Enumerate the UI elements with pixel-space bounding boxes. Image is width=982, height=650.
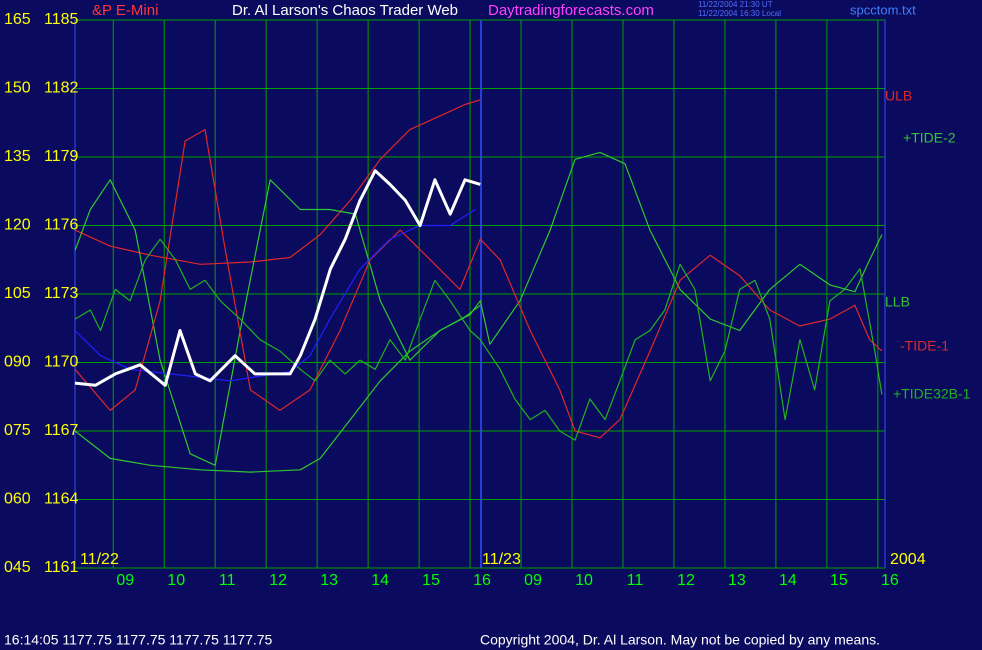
instrument: &P E-Mini [92,2,158,19]
y2-tick-label: 105 [4,285,31,302]
x-tick-label: 16 [473,572,491,589]
y2-tick-label: 135 [4,148,31,165]
x-tick-label: 10 [167,572,185,589]
y2-tick-label: 045 [4,559,31,576]
y-tick-label: 1179 [44,148,79,165]
x-tick-label: 15 [422,572,440,589]
series-line [74,238,883,441]
y-tick-label: 1167 [44,422,79,439]
x-tick-label: 09 [524,572,542,589]
legend-label: LLB [885,294,910,310]
legend-label: ULB [885,88,912,104]
y2-tick-label: 120 [4,217,31,234]
x-tick-label: 11 [219,572,236,589]
y-tick-label: 1161 [44,559,79,576]
x-tick-label: 15 [830,572,848,589]
x-tick-label: 12 [677,572,695,589]
x-tick-label: 09 [116,572,134,589]
legend-label: -TIDE-1 [900,338,949,354]
y-tick-label: 1173 [44,285,79,302]
legend-label: +TIDE-2 [903,130,956,146]
x-tick-label: 16 [881,572,899,589]
y-tick-label: 1182 [44,80,79,97]
y-tick-label: 1164 [44,491,79,508]
x-tick-label: 13 [728,572,746,589]
annotation: 2004 [890,551,926,568]
y2-tick-label: 060 [4,491,31,508]
file-name: spcctom.txt [850,2,916,17]
timestamp: 11/22/2004 16:30 Local [698,9,781,18]
x-tick-label: 12 [269,572,287,589]
copyright: Copyright 2004, Dr. Al Larson. May not b… [480,632,880,648]
series-line [74,151,883,466]
y-tick-label: 1170 [44,354,79,371]
timestamp: 11/22/2004 21:30 UT [698,0,773,9]
y2-tick-label: 075 [4,422,31,439]
status: 16:14:05 1177.75 1177.75 1177.75 1177.75 [4,632,273,648]
y-tick-label: 1176 [44,217,79,234]
series-line [74,99,481,265]
website: Daytradingforecasts.com [488,2,654,19]
series-line [74,169,481,387]
chart-title: Dr. Al Larson's Chaos Trader Web [232,2,458,19]
series-lines [74,99,883,473]
y2-tick-label: 165 [4,11,31,28]
annotation: 11/23 [482,551,521,568]
series-line [74,304,481,473]
y2-tick-label: 090 [4,354,31,371]
x-tick-label: 14 [371,572,389,589]
annotation: 11/22 [80,551,119,568]
y2-tick-label: 150 [4,80,31,97]
y-tick-label: 1185 [44,11,79,28]
x-tick-label: 14 [779,572,797,589]
legend-label: +TIDE32B-1 [893,386,971,402]
labels: &P E-Mini Dr. Al Larson's Chaos Trader W… [4,0,971,648]
x-tick-label: 10 [575,572,593,589]
x-tick-label: 11 [627,572,644,589]
x-tick-label: 13 [320,572,338,589]
